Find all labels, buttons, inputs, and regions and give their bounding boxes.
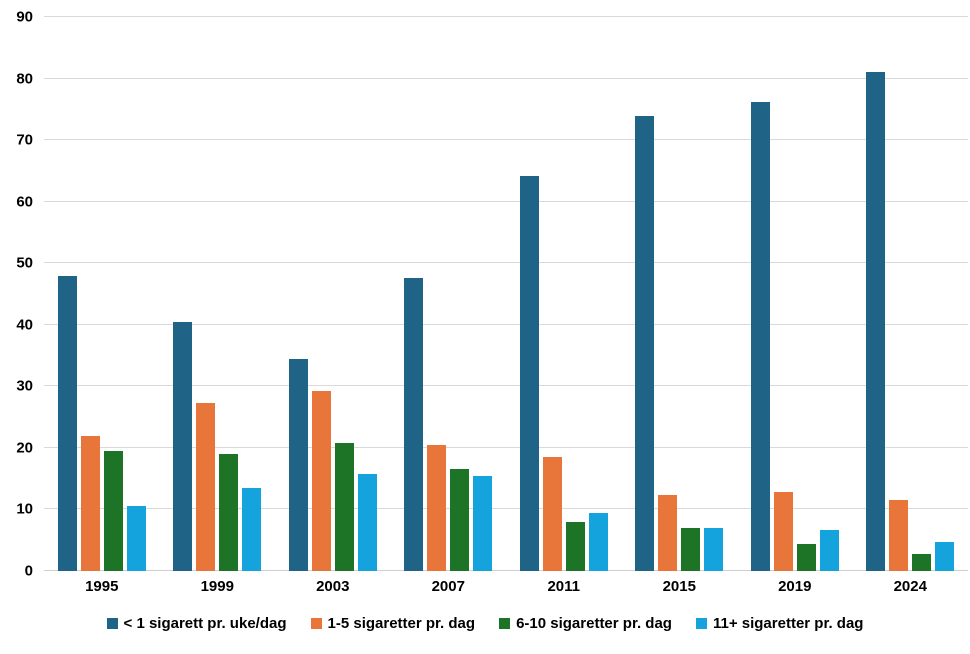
bar-group-2011 bbox=[506, 17, 622, 571]
legend-item-2: 6-10 sigaretter pr. dag bbox=[499, 615, 672, 632]
x-tick-label-1995: 1995 bbox=[85, 578, 119, 595]
y-tick-label-50: 50 bbox=[16, 254, 33, 272]
bar-2019-1-5-sigaretter-pr-dag bbox=[773, 492, 793, 571]
y-tick-label-70: 70 bbox=[16, 131, 33, 149]
bar-2003-<-1-sigarett-pr-uke-dag bbox=[288, 359, 308, 571]
legend-item-1: 1-5 sigaretter pr. dag bbox=[310, 615, 476, 632]
gridline-y-40 bbox=[44, 323, 968, 325]
y-tick-label-30: 30 bbox=[16, 377, 33, 395]
bar-2003-6-10-sigaretter-pr-dag bbox=[334, 442, 354, 571]
bar-2003-1-5-sigaretter-pr-dag bbox=[311, 390, 331, 571]
bar-2015-11+-sigaretter-pr-dag bbox=[704, 527, 724, 571]
legend-item-0: < 1 sigarett pr. uke/dag bbox=[106, 615, 287, 632]
bar-2011-11+-sigaretter-pr-dag bbox=[588, 513, 608, 571]
bar-1995-11+-sigaretter-pr-dag bbox=[126, 506, 146, 571]
x-tick-label-2019: 2019 bbox=[778, 578, 812, 595]
gridline-y-30 bbox=[44, 385, 968, 387]
bar-2011-6-10-sigaretter-pr-dag bbox=[565, 521, 585, 571]
x-tick-label-2007: 2007 bbox=[431, 578, 465, 595]
bar-2024-<-1-sigarett-pr-uke-dag bbox=[866, 72, 886, 571]
y-tick-label-90: 90 bbox=[16, 8, 33, 26]
bar-1999-<-1-sigarett-pr-uke-dag bbox=[173, 321, 193, 571]
legend-swatch-icon bbox=[106, 618, 118, 629]
legend-swatch-icon bbox=[310, 618, 322, 629]
bar-2019-6-10-sigaretter-pr-dag bbox=[796, 543, 816, 571]
bar-2003-11+-sigaretter-pr-dag bbox=[357, 474, 377, 571]
y-tick-label-60: 60 bbox=[16, 193, 33, 211]
bar-2011-<-1-sigarett-pr-uke-dag bbox=[519, 175, 539, 571]
bar-group-1995 bbox=[44, 17, 160, 571]
bar-1995-<-1-sigarett-pr-uke-dag bbox=[57, 275, 77, 571]
bar-2007-6-10-sigaretter-pr-dag bbox=[450, 468, 470, 571]
bar-1999-11+-sigaretter-pr-dag bbox=[242, 487, 262, 571]
bar-2011-1-5-sigaretter-pr-dag bbox=[542, 457, 562, 571]
bar-2019-<-1-sigarett-pr-uke-dag bbox=[750, 101, 770, 571]
bar-group-2019 bbox=[737, 17, 853, 571]
gridline-y-10 bbox=[44, 508, 968, 510]
bar-group-2007 bbox=[391, 17, 507, 571]
bar-group-2015 bbox=[622, 17, 738, 571]
gridline-y-90 bbox=[44, 16, 968, 17]
legend-label: < 1 sigarett pr. uke/dag bbox=[123, 615, 287, 632]
bar-group-1999 bbox=[160, 17, 276, 571]
bar-2024-6-10-sigaretter-pr-dag bbox=[912, 553, 932, 571]
gridline-y-20 bbox=[44, 446, 968, 448]
bar-2007-1-5-sigaretter-pr-dag bbox=[427, 444, 447, 571]
legend-swatch-icon bbox=[695, 618, 707, 629]
y-tick-label-10: 10 bbox=[16, 500, 33, 518]
gridline-y-60 bbox=[44, 200, 968, 202]
bar-1999-6-10-sigaretter-pr-dag bbox=[219, 454, 239, 571]
bar-group-2003 bbox=[275, 17, 391, 571]
bar-2015-1-5-sigaretter-pr-dag bbox=[658, 494, 678, 571]
gridline-y-0 bbox=[44, 570, 968, 571]
bar-2007-11+-sigaretter-pr-dag bbox=[473, 476, 493, 571]
y-tick-label-20: 20 bbox=[16, 439, 33, 457]
bar-2007-<-1-sigarett-pr-uke-dag bbox=[404, 278, 424, 571]
chart-legend: < 1 sigarett pr. uke/dag 1-5 sigaretter p… bbox=[0, 615, 970, 632]
legend-label: 1-5 sigaretter pr. dag bbox=[327, 615, 476, 632]
gridline-y-80 bbox=[44, 77, 968, 79]
gridline-y-70 bbox=[44, 139, 968, 141]
y-tick-label-40: 40 bbox=[16, 316, 33, 334]
x-tick-label-2015: 2015 bbox=[662, 578, 696, 595]
bar-2015-6-10-sigaretter-pr-dag bbox=[681, 527, 701, 571]
bar-2015-<-1-sigarett-pr-uke-dag bbox=[635, 115, 655, 571]
bar-2024-1-5-sigaretter-pr-dag bbox=[889, 500, 909, 571]
y-tick-label-80: 80 bbox=[16, 70, 33, 88]
y-tick-label-0: 0 bbox=[24, 562, 33, 580]
legend-item-3: 11+ sigaretter pr. dag bbox=[695, 615, 864, 632]
gridline-y-50 bbox=[44, 262, 968, 264]
legend-label: 6-10 sigaretter pr. dag bbox=[516, 615, 672, 632]
x-axis-labels: 1995 1999 2003 2007 2011 2015 2019 2024 bbox=[44, 578, 968, 595]
x-tick-label-2003: 2003 bbox=[316, 578, 350, 595]
bar-group-2024 bbox=[853, 17, 969, 571]
legend-swatch-icon bbox=[499, 618, 511, 629]
x-tick-label-1999: 1999 bbox=[200, 578, 234, 595]
bar-1995-1-5-sigaretter-pr-dag bbox=[80, 435, 100, 571]
x-tick-label-2024: 2024 bbox=[893, 578, 927, 595]
legend-label: 11+ sigaretter pr. dag bbox=[712, 615, 864, 632]
bar-2024-11+-sigaretter-pr-dag bbox=[935, 542, 955, 571]
bar-1999-1-5-sigaretter-pr-dag bbox=[196, 402, 216, 571]
bar-1995-6-10-sigaretter-pr-dag bbox=[103, 450, 123, 571]
bar-2019-11+-sigaretter-pr-dag bbox=[819, 530, 839, 571]
plot-area: 0 10 20 30 40 50 60 70 80 90 bbox=[16, 10, 968, 579]
x-tick-label-2011: 2011 bbox=[547, 578, 581, 595]
bar-groups bbox=[44, 17, 968, 571]
